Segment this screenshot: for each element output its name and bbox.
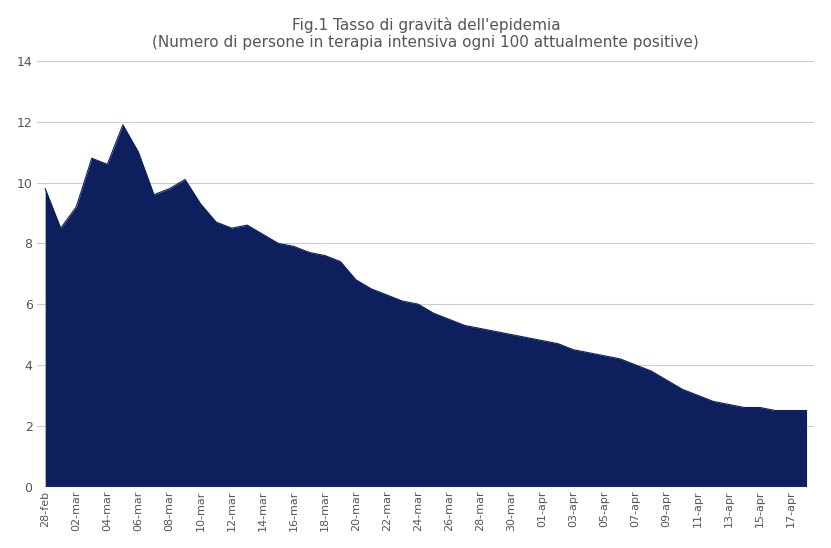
- Title: Fig.1 Tasso di gravità dell'epidemia
(Numero di persone in terapia intensiva ogn: Fig.1 Tasso di gravità dell'epidemia (Nu…: [153, 16, 699, 50]
